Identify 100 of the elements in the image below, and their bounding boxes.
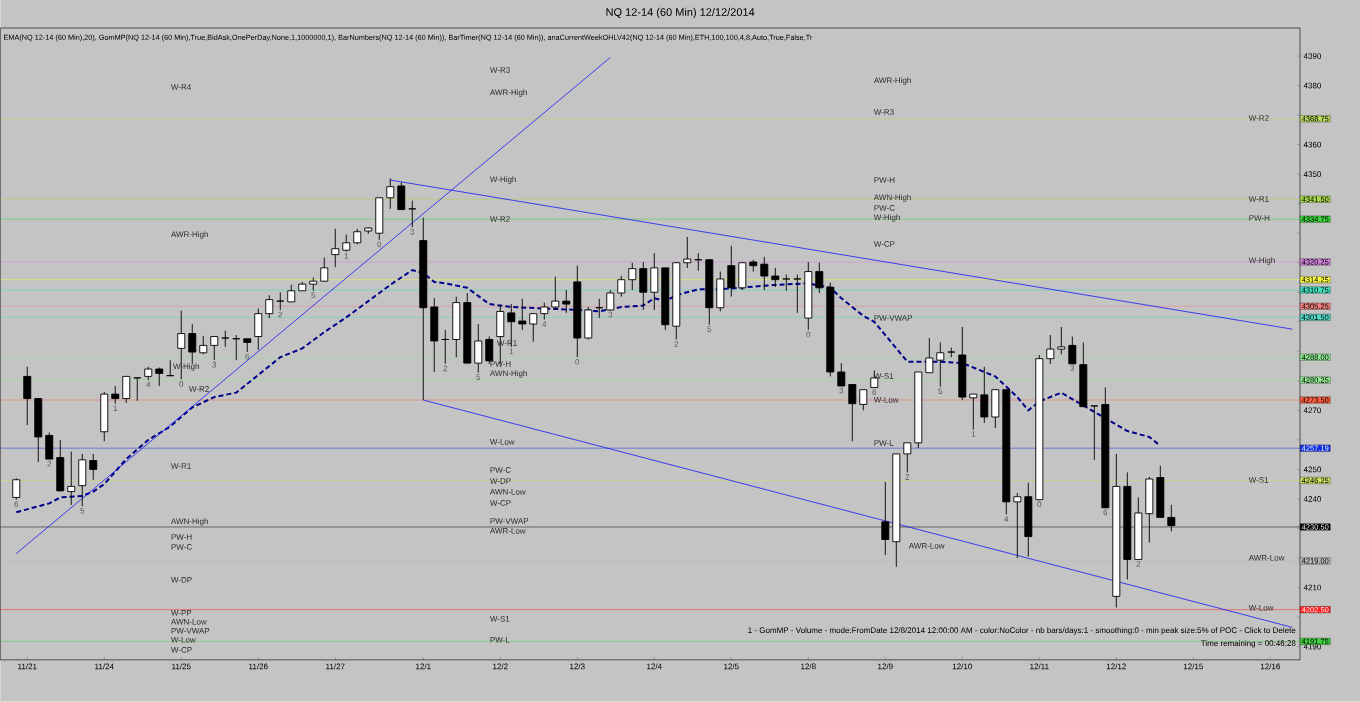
annotation: Time remaining = 00:46:28 <box>1200 640 1296 648</box>
annotation: AWR-High <box>873 77 911 85</box>
annotation: 6 <box>1103 509 1108 516</box>
annotation: 3 <box>212 361 217 368</box>
annotation: W-R2 <box>1248 115 1269 121</box>
x-tick-label: 11/21 <box>18 663 37 670</box>
annotation: 0 <box>575 358 580 365</box>
annotation: 1 - GomMP - Volume - mode:FromDate 12/8/2014 12:00:00 AM - color:NoColor - nb bars/days:1 - smoothing:0 - min peak size:5% of POC - Click to Delete <box>748 627 1296 635</box>
candlestick <box>221 330 230 348</box>
annotation: 2 <box>905 474 910 480</box>
candlestick <box>199 335 208 355</box>
candlestick <box>1090 405 1099 461</box>
annotation: 5 <box>80 508 85 514</box>
annotation: PW-C <box>874 205 895 211</box>
candlestick <box>771 267 780 288</box>
annotation: 3 <box>410 229 415 235</box>
candlestick <box>969 393 978 431</box>
annotation: 1 <box>113 405 118 411</box>
candlestick <box>276 291 285 311</box>
candlestick <box>1068 336 1077 365</box>
x-tick-label: 12/1 <box>416 663 431 670</box>
y-tick-label: 4380 <box>1303 82 1322 89</box>
annotation: 0 <box>806 331 811 338</box>
annotation: W-PP <box>171 610 192 616</box>
candlestick <box>12 477 21 501</box>
candlestick <box>529 313 538 343</box>
y-tick-label: 4190 <box>1303 643 1322 650</box>
candlestick <box>727 245 736 298</box>
candlestick <box>793 274 802 314</box>
annotation: AWR-High <box>489 89 527 97</box>
candlestick <box>683 236 692 269</box>
candlestick <box>562 289 571 314</box>
annotation: 1 <box>344 253 349 259</box>
candlestick <box>848 384 857 442</box>
annotation: W-High <box>1248 257 1275 265</box>
candlestick <box>617 275 626 298</box>
annotation: W-Low <box>171 637 196 643</box>
y-tick-label: 4360 <box>1303 141 1322 148</box>
candlestick <box>903 442 912 473</box>
candlestick <box>23 366 32 426</box>
candlestick <box>89 453 98 481</box>
annotation: PW-H <box>171 534 192 540</box>
annotation: 1 <box>971 431 976 437</box>
candlestick <box>1046 334 1055 365</box>
y-tick-label: 4350 <box>1303 171 1322 178</box>
candlestick <box>133 377 142 402</box>
annotation: AWN-High <box>489 370 527 378</box>
candlestick <box>980 366 989 424</box>
candlestick <box>782 274 791 292</box>
x-tick-label: 12/3 <box>570 663 585 670</box>
annotation: PW-H <box>490 361 511 367</box>
annotation: AWN-Low <box>489 489 526 495</box>
candlestick <box>67 451 76 506</box>
annotation: W-R2 <box>489 216 510 222</box>
annotation: W-High <box>489 176 516 184</box>
annotation: PW-VWAP <box>490 518 529 524</box>
y-tick-label: 4210 <box>1303 584 1322 591</box>
candlestick <box>331 228 340 268</box>
annotation: PW-H <box>874 177 895 183</box>
annotation: 6 <box>14 501 19 508</box>
annotation: 3 <box>839 387 844 394</box>
x-tick-label: 12/8 <box>801 663 816 670</box>
annotation: 1 <box>509 348 514 355</box>
annotation: W-CP <box>171 647 192 653</box>
x-tick-label: 12/15 <box>1183 663 1203 670</box>
y-tick-label: 4270 <box>1303 407 1322 414</box>
annotation: W-R1 <box>1248 196 1269 202</box>
annotation: W-R1 <box>171 463 191 469</box>
x-tick-label: 12/4 <box>647 663 662 670</box>
candlestick <box>265 294 274 319</box>
candlestick <box>551 276 560 311</box>
x-tick-label: 12/2 <box>493 663 508 670</box>
annotation: W-R4 <box>171 84 192 90</box>
annotation: PW-L <box>874 440 894 446</box>
annotation: 2 <box>1136 561 1141 567</box>
annotation: 6 <box>872 389 877 395</box>
x-tick-label: 12/10 <box>952 663 972 670</box>
annotation: 5 <box>707 326 712 333</box>
annotation: PW-L <box>490 637 510 643</box>
x-tick-label: 11/25 <box>172 663 191 670</box>
candlestick <box>518 298 527 331</box>
annotation: 0 <box>1037 501 1042 508</box>
x-tick-label: 11/26 <box>249 663 268 670</box>
annotation: W-R2 <box>188 386 209 392</box>
annotation: 5 <box>476 374 481 381</box>
annotation: PW-C <box>490 467 511 473</box>
x-tick-label: 12/12 <box>1106 663 1126 670</box>
annotation: 2 <box>443 365 448 372</box>
annotation: W-High <box>873 214 900 222</box>
annotation: 0 <box>377 241 382 248</box>
annotation: 5 <box>311 292 316 299</box>
x-tick-label: 11/24 <box>95 663 114 670</box>
candlestick <box>188 323 197 365</box>
x-tick-label: 11/27 <box>326 663 345 670</box>
annotation: W-Low <box>1248 605 1274 611</box>
candlestick <box>628 262 637 291</box>
candlestick <box>606 289 615 311</box>
annotation: W-R3 <box>489 67 510 73</box>
annotation: 2 <box>278 311 283 318</box>
annotation: 3 <box>608 311 613 318</box>
